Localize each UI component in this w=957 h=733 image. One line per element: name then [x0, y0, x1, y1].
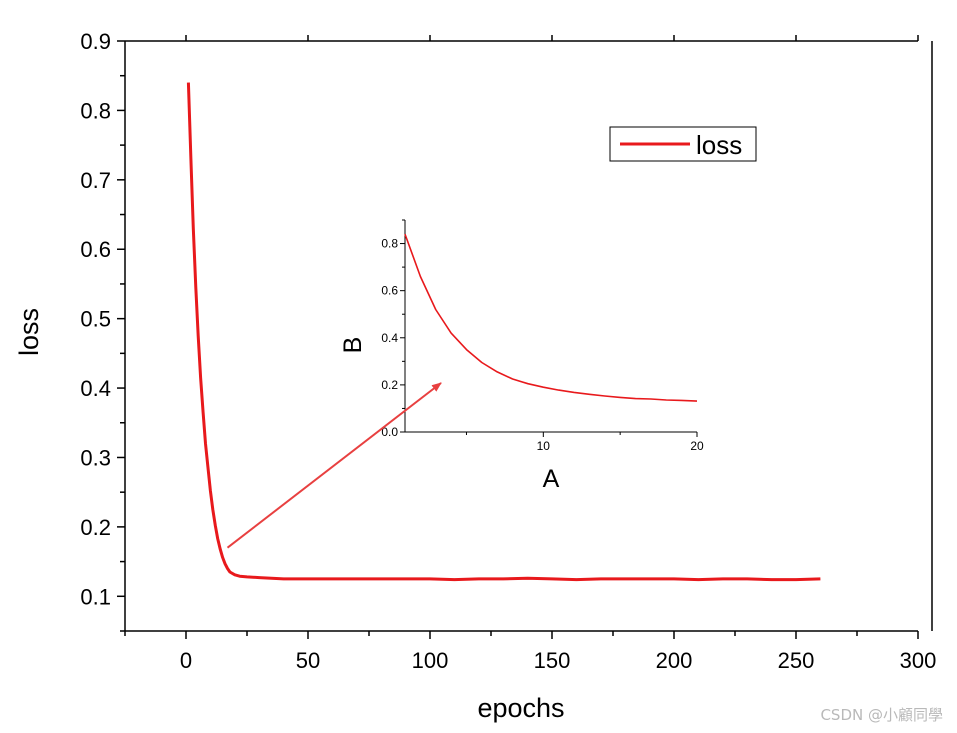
y-tick-label: 0.3: [80, 445, 111, 470]
y-tick-label: 0.4: [80, 376, 111, 401]
x-tick-label: 200: [656, 648, 693, 673]
y-tick-label: 0.7: [80, 168, 111, 193]
inset-y-tick-label: 0.4: [381, 331, 398, 345]
x-tick-label: 150: [534, 648, 571, 673]
main-x-axis-title: epochs: [477, 693, 564, 723]
inset-y-tick-label: 0.2: [381, 378, 398, 392]
inset-y-tick-label: 0.8: [381, 237, 398, 251]
inset-x-axis-title: A: [543, 465, 560, 493]
y-tick-label: 0.9: [80, 29, 111, 54]
x-tick-label: 250: [778, 648, 815, 673]
x-tick-label: 50: [296, 648, 320, 673]
x-tick-label: 0: [180, 648, 192, 673]
inset-y-tick-label: 0.6: [381, 284, 398, 298]
x-tick-label: 300: [900, 648, 937, 673]
inset-x-tick-label: 10: [537, 439, 551, 453]
y-tick-label: 0.5: [80, 307, 111, 332]
inset-y-axis-title: B: [339, 337, 367, 354]
watermark-text: CSDN @小顧同學: [820, 706, 943, 724]
y-tick-label: 0.2: [80, 515, 111, 540]
y-tick-label: 0.6: [80, 237, 111, 262]
legend-label: loss: [696, 130, 742, 160]
legend: loss: [609, 126, 757, 162]
y-tick-label: 0.8: [80, 98, 111, 123]
inset-loss-series-line: [404, 233, 698, 402]
inset-y-tick-label: 0.0: [381, 425, 398, 439]
y-tick-label: 0.1: [80, 584, 111, 609]
loss-series-line: [186, 82, 821, 582]
main-y-axis-title: loss: [14, 308, 44, 356]
zoom-arrow: [226, 382, 442, 549]
x-tick-label: 100: [412, 648, 449, 673]
inset-x-tick-label: 20: [690, 439, 704, 453]
